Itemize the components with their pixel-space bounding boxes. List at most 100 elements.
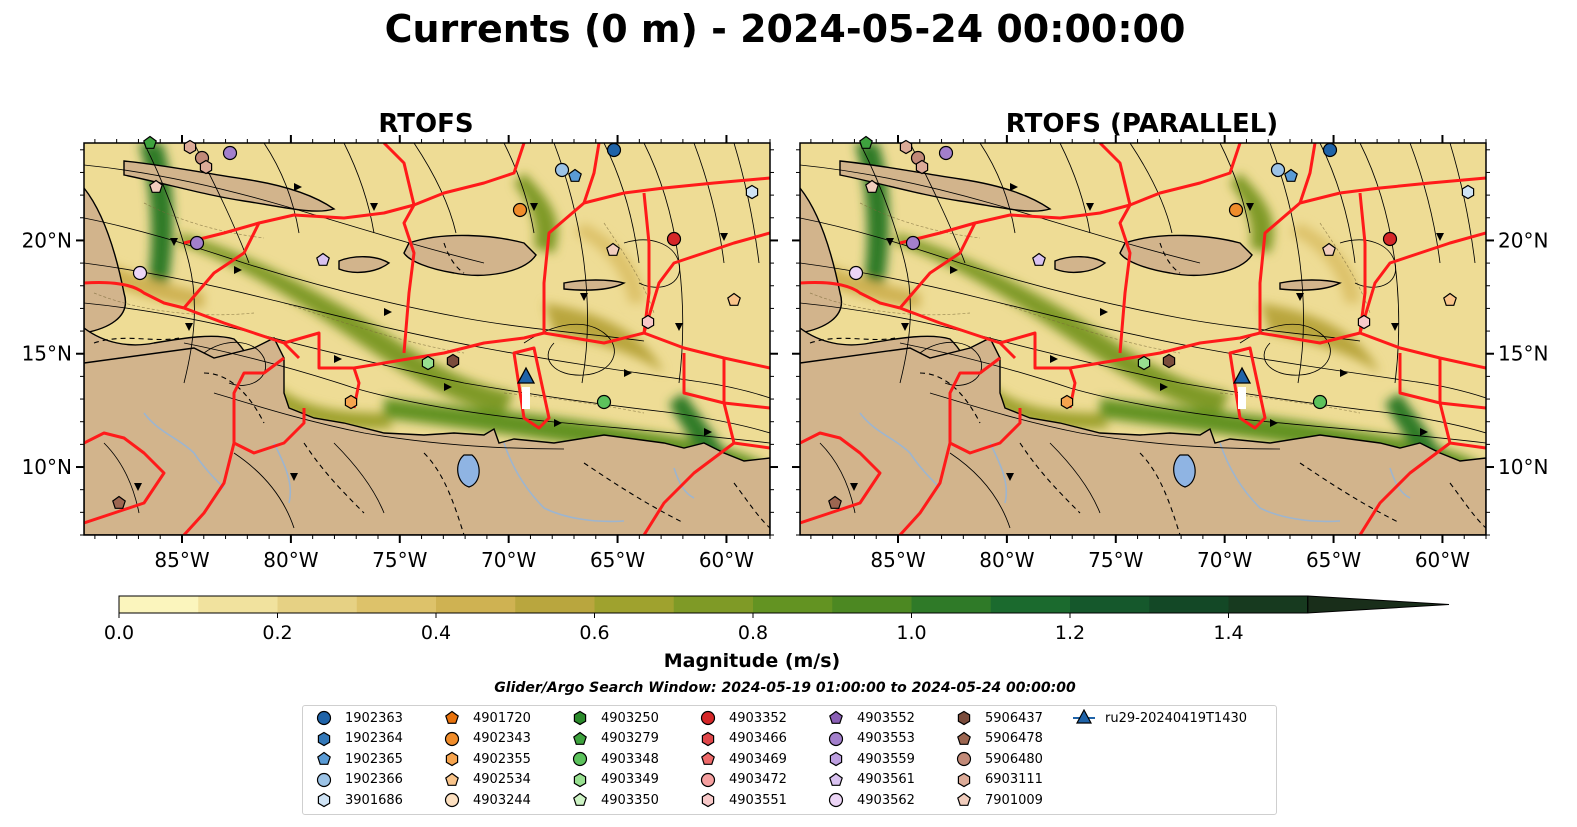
float-marker <box>1312 394 1328 410</box>
legend-item: 4903561 <box>825 770 915 790</box>
colorbar-label: Magnitude (m/s) <box>664 650 841 672</box>
float-marker <box>606 242 620 256</box>
map-panel-rtofs: RTOFS <box>83 109 771 536</box>
legend-item: 4903551 <box>697 790 787 810</box>
legend-item: 4903250 <box>569 708 659 728</box>
legend-item: 3901686 <box>313 790 403 810</box>
legend-label: 4903466 <box>729 731 787 746</box>
latitude-tick-label: 20°N <box>22 228 72 252</box>
pentagon-marker-icon <box>829 772 843 786</box>
hexagon-marker-icon <box>829 751 843 767</box>
figure-title: Currents (0 m) - 2024-05-24 00:00:00 <box>385 7 1186 51</box>
float-marker <box>915 159 929 175</box>
colorbar-segment <box>515 596 595 613</box>
pentagon-marker-icon <box>317 751 331 765</box>
colorbar-segment <box>911 596 992 613</box>
legend-item: 4903244 <box>441 790 531 810</box>
legend-item: 5906478 <box>953 729 1043 749</box>
circle-marker-icon <box>316 772 332 787</box>
legend-item: 4902534 <box>441 770 531 790</box>
legend-item: ru29-20240419T1430 <box>1073 708 1247 728</box>
colorbar-tick-label: 0.4 <box>421 622 451 644</box>
float-marker <box>554 162 570 178</box>
legend-label: 4903472 <box>729 772 787 787</box>
legend-label: ru29-20240419T1430 <box>1105 710 1248 726</box>
float-marker <box>189 235 205 251</box>
hexagon-marker-icon <box>573 772 587 787</box>
pentagon-marker-icon <box>829 710 843 724</box>
float-marker <box>1382 231 1398 247</box>
glider-marker <box>516 366 536 384</box>
legend-item: 1902366 <box>313 770 403 790</box>
float-marker <box>421 355 435 371</box>
legend-label: 1902364 <box>345 731 403 746</box>
legend-label: 5906480 <box>985 751 1043 767</box>
legend-label: 4903469 <box>729 751 787 767</box>
colorbar-tick-label: 1.0 <box>896 622 926 644</box>
float-marker <box>1060 394 1074 410</box>
pentagon-marker-icon <box>573 731 587 745</box>
legend-item: 4902343 <box>441 729 531 749</box>
float-marker <box>446 353 460 369</box>
float-marker <box>222 145 238 161</box>
float-marker <box>905 235 921 251</box>
colorbar-segment <box>1149 596 1229 613</box>
latitude-tick-label: 15°N <box>22 342 72 366</box>
float-marker <box>1228 202 1244 218</box>
circle-marker-icon <box>572 751 588 767</box>
float-marker <box>1137 355 1151 371</box>
legend-item: 4903559 <box>825 749 915 769</box>
legend-label: 4903551 <box>729 792 787 808</box>
hexagon-marker-icon <box>317 792 331 808</box>
legend-item: 5906480 <box>953 749 1043 769</box>
legend-item: 4901720 <box>441 708 531 728</box>
legend-label: 1902366 <box>345 772 403 787</box>
float-marker <box>512 202 528 218</box>
float-marker <box>865 179 879 193</box>
legend-label: 3901686 <box>345 792 403 808</box>
panel-title: RTOFS <box>378 109 473 139</box>
longitude-tick-label: 80°W <box>979 548 1034 572</box>
float-marker <box>1162 353 1176 369</box>
legend-item: 1902363 <box>313 708 403 728</box>
legend-label: 5906478 <box>985 731 1043 746</box>
hexagon-marker-icon <box>957 710 971 726</box>
float-marker <box>1443 292 1457 306</box>
latitude-tick-label: 15°N <box>1498 342 1548 366</box>
float-marker <box>641 314 655 330</box>
search-window-caption: Glider/Argo Search Window: 2024-05-19 01… <box>494 680 1076 696</box>
hexagon-marker-icon <box>573 710 587 726</box>
legend-label: 4902534 <box>473 772 531 787</box>
legend-item: 7901009 <box>953 790 1043 810</box>
float-marker <box>899 139 913 155</box>
legend-label: 4903552 <box>857 710 915 726</box>
float-marker <box>727 292 741 306</box>
float-marker <box>938 145 954 161</box>
float-marker <box>745 184 759 200</box>
legend-item: 4903352 <box>697 708 787 728</box>
circle-marker-icon <box>444 792 460 808</box>
legend: 1902363 1902364 1902365 1902366 3901686 49017… <box>302 705 1277 815</box>
hexagon-marker-icon <box>445 751 459 767</box>
observation-markers <box>112 135 1475 509</box>
float-marker <box>1270 162 1286 178</box>
longitude-tick-label: 70°W <box>481 548 536 572</box>
colorbar-tick-label: 0.6 <box>579 622 609 644</box>
float-marker <box>568 168 582 182</box>
colorbar-segment <box>356 596 437 613</box>
longitude-tick-label: 60°W <box>699 548 754 572</box>
colorbar-tick-label: 1.2 <box>1055 622 1085 644</box>
circle-marker-icon <box>444 731 460 746</box>
hexagon-marker-icon <box>317 731 331 746</box>
circle-marker-icon <box>828 731 844 746</box>
legend-label: 4903350 <box>601 792 659 808</box>
colorbar-tick-label: 0.2 <box>262 622 292 644</box>
circle-marker-icon <box>828 792 844 808</box>
legend-item: 1902365 <box>313 749 403 769</box>
colorbar: 0.0 0.2 0.4 0.6 0.8 1.0 1.2 1.4 Magnitude (m/s) <box>104 595 1450 672</box>
legend-label: 4901720 <box>473 710 531 726</box>
colorbar-segment <box>198 596 278 613</box>
legend-label: 4903559 <box>857 751 915 767</box>
float-marker <box>1461 184 1475 200</box>
legend-item: 4903348 <box>569 749 659 769</box>
